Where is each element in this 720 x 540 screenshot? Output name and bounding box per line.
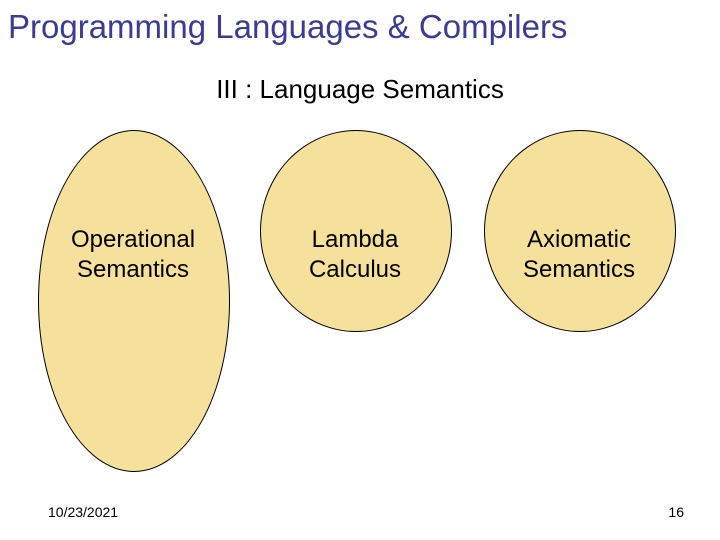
topic-ellipse (38, 130, 230, 472)
slide: Programming Languages & Compilers III : … (0, 0, 720, 540)
topic-label: Lambda Calculus (260, 225, 450, 285)
footer-date: 10/23/2021 (48, 504, 118, 520)
topic-label: Axiomatic Semantics (484, 225, 674, 285)
topic-label: Operational Semantics (38, 225, 228, 285)
slide-title: Programming Languages & Compilers (8, 8, 712, 46)
slide-subtitle: III : Language Semantics (0, 74, 720, 105)
footer-page-number: 16 (668, 504, 684, 520)
